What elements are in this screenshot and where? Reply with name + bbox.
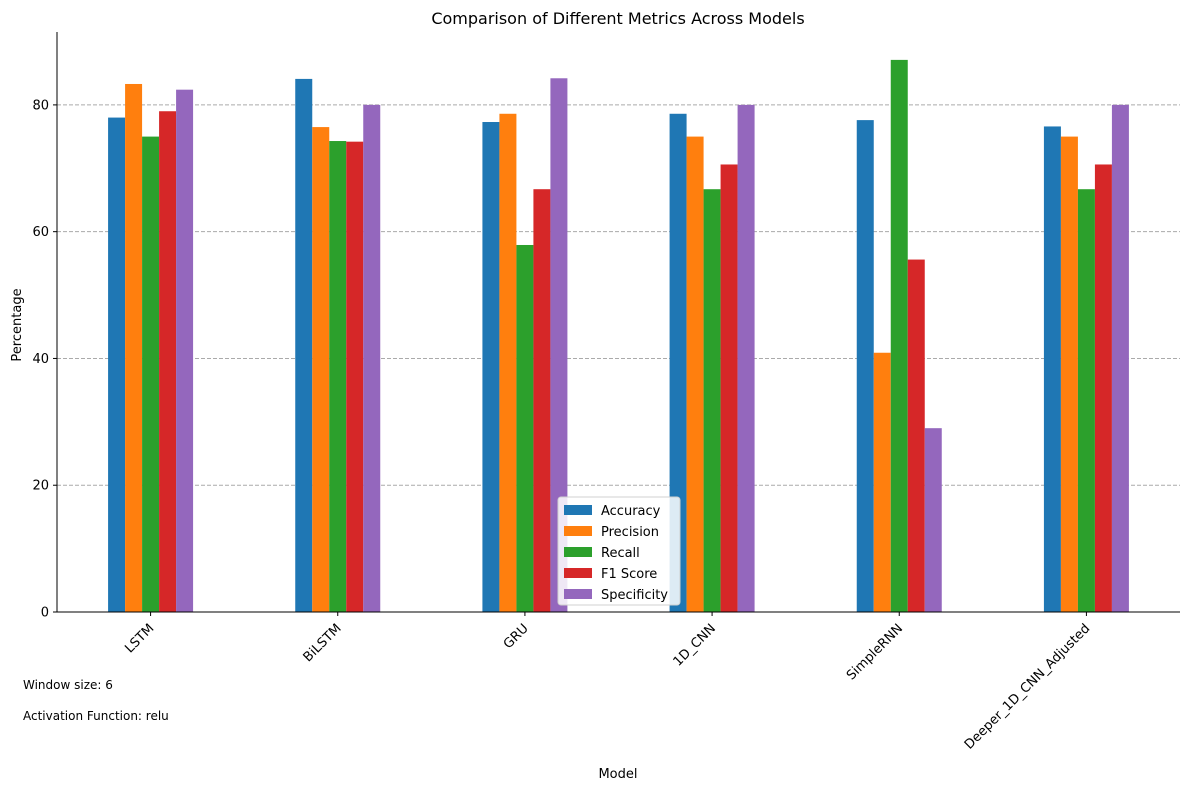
bar [533,189,551,612]
y-tick-label: 20 [32,479,49,494]
axes [56,32,1180,613]
bar [873,352,891,612]
bar [312,127,330,612]
bar [482,122,500,612]
bar [686,136,704,613]
window-size-note: Window size: 6 [23,678,113,692]
y-ticks: 0 20 40 60 80 [32,98,57,621]
bar [108,117,126,613]
x-axis-label: Model [598,767,637,782]
bar [1094,164,1112,612]
bar [550,78,568,613]
bar [516,244,534,612]
bars-group [108,59,1129,613]
bar [907,259,925,612]
x-tick-label: LSTM [122,621,157,656]
x-tick-label: BiLSTM [301,621,345,665]
bar [329,141,347,612]
legend-swatch [564,589,592,599]
y-tick-label: 0 [41,606,49,621]
chart-title: Comparison of Different Metrics Across M… [431,9,804,28]
x-tick-label: SimpleRNN [844,621,906,683]
bar [1043,126,1061,612]
bar [125,83,143,612]
bar [1111,104,1129,612]
x-tick-label: Deeper_1D_CNN_Adjusted [962,621,1093,752]
bar [703,189,721,612]
x-ticks: LSTM BiLSTM GRU 1D_CNN SimpleRNN Deeper_1D_CN… [122,612,1093,753]
legend: Accuracy Precision Recall F1 Score Specifici… [557,496,681,606]
x-tick-label: 1D_CNN [671,621,719,669]
bar [737,104,755,612]
legend-swatch [564,568,592,578]
x-tick-label: GRU [501,621,532,652]
legend-label: F1 Score [601,567,657,582]
activation-note: Activation Function: relu [23,709,169,723]
bar [856,120,874,613]
bar [159,111,177,612]
bar [890,59,908,613]
y-tick-label: 60 [32,225,49,240]
y-tick-label: 80 [32,98,49,113]
legend-swatch [564,547,592,557]
legend-label: Specificity [601,588,668,603]
bar [295,78,313,612]
bar [363,104,381,612]
grid-lines [57,104,1180,486]
y-tick-label: 40 [32,352,49,367]
bar [346,141,364,613]
bar [176,89,194,613]
y-axis-label: Percentage [10,288,25,361]
legend-swatch [564,505,592,515]
bar [669,113,687,612]
legend-label: Accuracy [601,504,661,519]
bar [499,113,517,612]
bar [142,136,160,613]
legend-swatch [564,526,592,536]
bar [720,164,738,612]
bar [1077,189,1095,612]
bar [924,428,942,612]
legend-label: Recall [601,546,640,561]
bar [1060,136,1078,613]
legend-label: Precision [601,525,659,540]
